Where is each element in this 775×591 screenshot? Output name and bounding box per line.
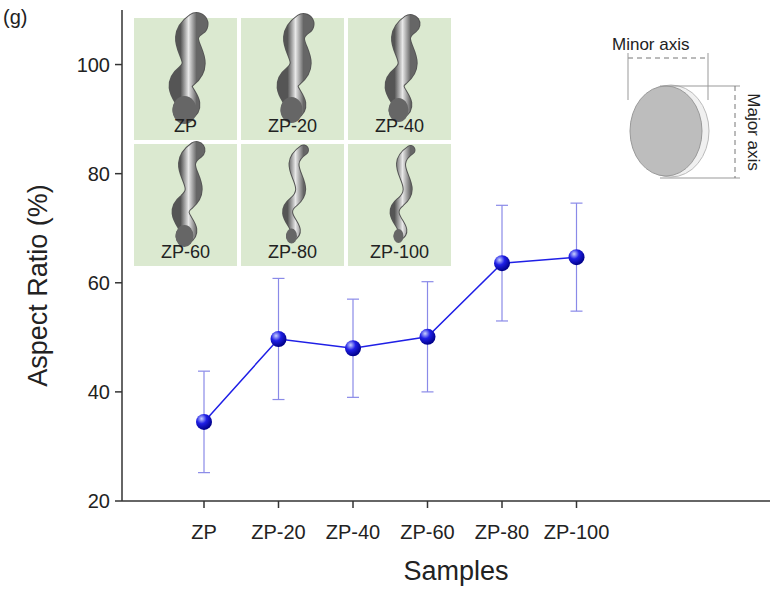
- x-axis: [122, 500, 770, 502]
- y-tick: [115, 64, 122, 66]
- inset-cell: [348, 144, 451, 266]
- error-cap: [496, 205, 508, 206]
- inset-cell: [241, 144, 344, 266]
- major-axis-line: [735, 86, 736, 178]
- y-tick-label: 60: [88, 272, 110, 294]
- y-tick-label: 80: [88, 163, 110, 185]
- point: [569, 249, 585, 265]
- inset-cell: [348, 18, 451, 140]
- y-tick: [115, 500, 122, 502]
- inset-label: ZP: [174, 116, 197, 136]
- error-cap: [422, 391, 434, 392]
- helix: [288, 150, 304, 236]
- inset-label: ZP-80: [268, 242, 317, 262]
- series-line: [204, 257, 577, 422]
- y-tick: [115, 282, 122, 284]
- x-tick-label: ZP-20: [251, 521, 305, 543]
- helix-edge: [395, 24, 411, 110]
- y-axis-title: Aspect Ratio (%): [23, 184, 53, 387]
- point: [345, 340, 361, 356]
- chart: 20 40 60 80 100 ZP ZP-20 ZP-40 ZP-60 ZP-80 ZP-100 S…: [0, 0, 775, 591]
- x-tick-label: ZP-100: [544, 521, 610, 543]
- x-tick: [427, 501, 429, 508]
- x-tick-label: ZP-80: [475, 521, 529, 543]
- error-cap: [198, 472, 210, 473]
- helix-end: [394, 229, 404, 243]
- helix: [395, 24, 411, 110]
- y-tick-label: 20: [88, 490, 110, 512]
- x-tick: [501, 501, 503, 508]
- plot-area: [196, 203, 585, 473]
- guide: [660, 178, 740, 179]
- major-axis-label: Major axis: [744, 93, 763, 170]
- guide: [708, 53, 709, 100]
- inset-label: ZP-40: [375, 116, 424, 136]
- minor-axis-label: Minor axis: [612, 35, 689, 54]
- helix-edge: [181, 150, 197, 236]
- helix-edge: [395, 150, 411, 236]
- x-axis-title: Samples: [403, 556, 508, 586]
- guide: [628, 53, 629, 100]
- guide: [660, 86, 740, 87]
- helix: [181, 150, 197, 236]
- x-tick: [352, 501, 354, 508]
- y-tick: [115, 173, 122, 175]
- minor-axis-line: [628, 58, 708, 59]
- point: [271, 331, 287, 347]
- error-cap: [198, 371, 210, 372]
- error-cap: [273, 399, 285, 400]
- schematic-ellipse: [630, 86, 702, 176]
- point: [420, 329, 436, 345]
- point: [196, 414, 212, 430]
- helix: [395, 150, 411, 236]
- error-cap: [347, 397, 359, 398]
- helix-edge: [288, 24, 304, 110]
- inset-cell: [241, 18, 344, 140]
- y-axis: [121, 10, 123, 501]
- y-tick-label: 100: [77, 54, 110, 76]
- error-cap: [273, 278, 285, 279]
- inset-cell: [134, 144, 237, 266]
- x-tick: [278, 501, 280, 508]
- error-cap: [422, 281, 434, 282]
- error-cap: [347, 299, 359, 300]
- helix-edge: [288, 150, 304, 236]
- error-cap: [571, 203, 583, 204]
- inset-label: ZP-20: [268, 116, 317, 136]
- x-tick-label: ZP: [191, 521, 217, 543]
- inset-label: ZP-60: [161, 242, 210, 262]
- x-tick: [576, 501, 578, 508]
- error-cap: [571, 311, 583, 312]
- inset-label: ZP-100: [370, 242, 429, 262]
- y-tick: [115, 391, 122, 393]
- panel-label: (g): [3, 6, 27, 28]
- x-tick-label: ZP-40: [326, 521, 380, 543]
- inset-cell: [134, 18, 237, 140]
- y-tick-label: 40: [88, 381, 110, 403]
- error-cap: [496, 320, 508, 321]
- helix: [288, 24, 304, 110]
- x-tick: [203, 501, 205, 508]
- x-tick-label: ZP-60: [400, 521, 454, 543]
- point: [494, 255, 510, 271]
